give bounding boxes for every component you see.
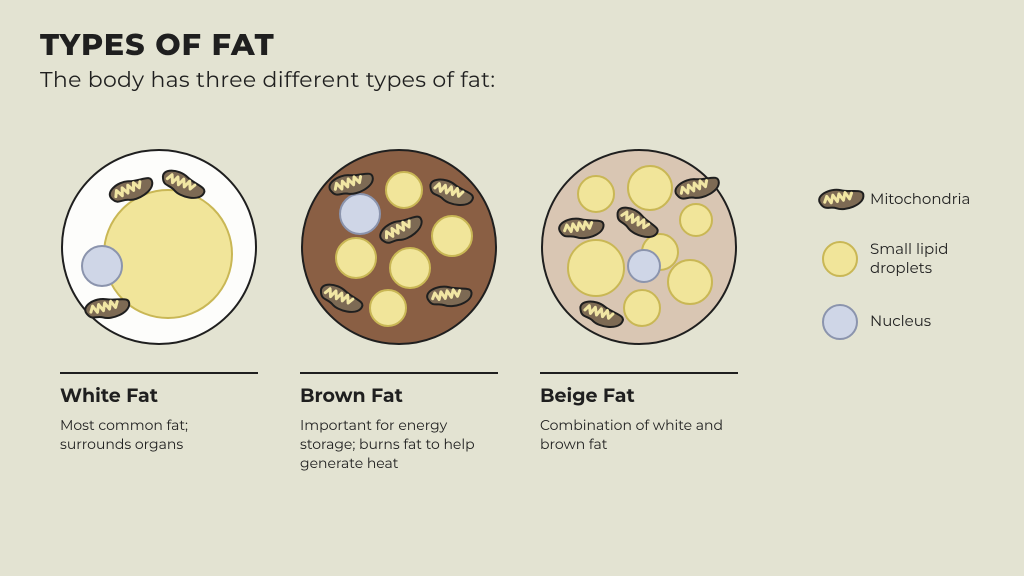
legend-row-nucleus: Nucleus (810, 304, 990, 340)
nucleus-icon (810, 304, 870, 340)
infographic-page: TYPES OF FAT The body has three differen… (0, 0, 1024, 576)
cell-diagram (60, 148, 258, 346)
cell-description: Important for energy storage; burns fat … (300, 416, 500, 473)
mito-icon (810, 184, 870, 214)
legend-row-droplet: Small lipid droplets (810, 240, 990, 278)
divider (540, 372, 738, 374)
cell-name: White Fat (60, 384, 158, 407)
cell-description: Combination of white and brown fat (540, 416, 740, 454)
cell-diagram (300, 148, 498, 346)
cell-white: White FatMost common fat; surrounds orga… (60, 148, 258, 346)
cell-brown: Brown FatImportant for energy storage; b… (300, 148, 498, 346)
droplet-icon (810, 241, 870, 277)
cell-name: Brown Fat (300, 384, 403, 407)
cell-description: Most common fat; surrounds organs (60, 416, 260, 454)
cell-diagram (540, 148, 738, 346)
page-title: TYPES OF FAT (40, 26, 275, 63)
legend-label: Mitochondria (870, 190, 990, 209)
cell-name: Beige Fat (540, 384, 635, 407)
legend-label: Nucleus (870, 312, 990, 331)
divider (300, 372, 498, 374)
page-subtitle: The body has three different types of fa… (40, 66, 495, 93)
cell-beige: Beige FatCombination of white and brown … (540, 148, 738, 346)
legend: Mitochondria Small lipid droplets Nucleus (810, 184, 990, 366)
legend-label: Small lipid droplets (870, 240, 990, 278)
legend-row-mito: Mitochondria (810, 184, 990, 214)
divider (60, 372, 258, 374)
